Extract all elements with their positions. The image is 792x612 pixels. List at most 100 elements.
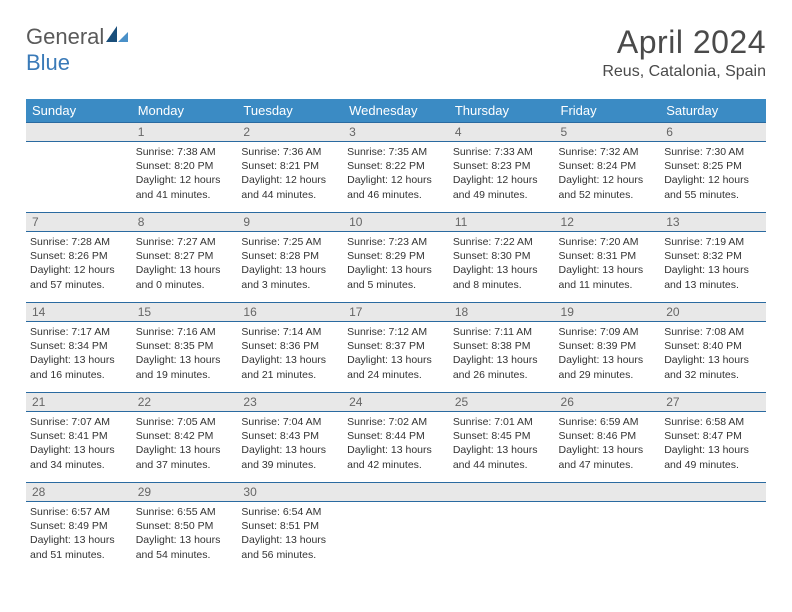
day-details: Sunrise: 7:04 AMSunset: 8:43 PMDaylight:…: [237, 412, 343, 472]
calendar-cell: 13Sunrise: 7:19 AMSunset: 8:32 PMDayligh…: [660, 212, 766, 302]
day-details: Sunrise: 7:17 AMSunset: 8:34 PMDaylight:…: [26, 322, 132, 382]
day-details: Sunrise: 7:33 AMSunset: 8:23 PMDaylight:…: [449, 142, 555, 202]
day-details: Sunrise: 7:16 AMSunset: 8:35 PMDaylight:…: [132, 322, 238, 382]
day-number: 6: [660, 122, 766, 142]
day-number: 18: [449, 302, 555, 322]
calendar-cell: 9Sunrise: 7:25 AMSunset: 8:28 PMDaylight…: [237, 212, 343, 302]
empty-day-bar: [26, 122, 132, 142]
calendar-cell: 14Sunrise: 7:17 AMSunset: 8:34 PMDayligh…: [26, 302, 132, 392]
day-details: Sunrise: 7:11 AMSunset: 8:38 PMDaylight:…: [449, 322, 555, 382]
calendar-cell: 30Sunrise: 6:54 AMSunset: 8:51 PMDayligh…: [237, 482, 343, 572]
calendar-cell: 27Sunrise: 6:58 AMSunset: 8:47 PMDayligh…: [660, 392, 766, 482]
calendar-cell: 1Sunrise: 7:38 AMSunset: 8:20 PMDaylight…: [132, 122, 238, 212]
weekday-header: Tuesday: [237, 99, 343, 122]
calendar-cell: 19Sunrise: 7:09 AMSunset: 8:39 PMDayligh…: [555, 302, 661, 392]
day-number: 20: [660, 302, 766, 322]
day-number: 7: [26, 212, 132, 232]
empty-day-bar: [555, 482, 661, 502]
logo-text: General Blue: [26, 24, 128, 76]
calendar-cell: 20Sunrise: 7:08 AMSunset: 8:40 PMDayligh…: [660, 302, 766, 392]
day-details: Sunrise: 6:55 AMSunset: 8:50 PMDaylight:…: [132, 502, 238, 562]
day-number: 10: [343, 212, 449, 232]
calendar-cell: 5Sunrise: 7:32 AMSunset: 8:24 PMDaylight…: [555, 122, 661, 212]
day-number: 25: [449, 392, 555, 412]
calendar-cell: 28Sunrise: 6:57 AMSunset: 8:49 PMDayligh…: [26, 482, 132, 572]
calendar-cell: [449, 482, 555, 572]
calendar-cell: [343, 482, 449, 572]
calendar-cell: 26Sunrise: 6:59 AMSunset: 8:46 PMDayligh…: [555, 392, 661, 482]
day-details: Sunrise: 7:19 AMSunset: 8:32 PMDaylight:…: [660, 232, 766, 292]
day-details: Sunrise: 7:27 AMSunset: 8:27 PMDaylight:…: [132, 232, 238, 292]
day-details: Sunrise: 6:59 AMSunset: 8:46 PMDaylight:…: [555, 412, 661, 472]
calendar-week: 7Sunrise: 7:28 AMSunset: 8:26 PMDaylight…: [26, 212, 766, 302]
day-details: Sunrise: 7:28 AMSunset: 8:26 PMDaylight:…: [26, 232, 132, 292]
calendar-cell: 29Sunrise: 6:55 AMSunset: 8:50 PMDayligh…: [132, 482, 238, 572]
calendar-cell: 18Sunrise: 7:11 AMSunset: 8:38 PMDayligh…: [449, 302, 555, 392]
day-details: Sunrise: 6:54 AMSunset: 8:51 PMDaylight:…: [237, 502, 343, 562]
calendar-cell: 16Sunrise: 7:14 AMSunset: 8:36 PMDayligh…: [237, 302, 343, 392]
day-details: Sunrise: 7:38 AMSunset: 8:20 PMDaylight:…: [132, 142, 238, 202]
day-number: 3: [343, 122, 449, 142]
day-number: 15: [132, 302, 238, 322]
calendar-cell: 6Sunrise: 7:30 AMSunset: 8:25 PMDaylight…: [660, 122, 766, 212]
day-details: Sunrise: 7:07 AMSunset: 8:41 PMDaylight:…: [26, 412, 132, 472]
day-number: 30: [237, 482, 343, 502]
weekday-row: SundayMondayTuesdayWednesdayThursdayFrid…: [26, 99, 766, 122]
day-number: 17: [343, 302, 449, 322]
day-number: 5: [555, 122, 661, 142]
day-number: 11: [449, 212, 555, 232]
calendar-cell: [26, 122, 132, 212]
day-number: 19: [555, 302, 661, 322]
logo-part1: General: [26, 24, 104, 49]
calendar-cell: 23Sunrise: 7:04 AMSunset: 8:43 PMDayligh…: [237, 392, 343, 482]
day-number: 28: [26, 482, 132, 502]
day-number: 14: [26, 302, 132, 322]
day-number: 27: [660, 392, 766, 412]
day-number: 8: [132, 212, 238, 232]
day-details: Sunrise: 7:35 AMSunset: 8:22 PMDaylight:…: [343, 142, 449, 202]
day-details: Sunrise: 7:20 AMSunset: 8:31 PMDaylight:…: [555, 232, 661, 292]
day-number: 1: [132, 122, 238, 142]
calendar-week: 1Sunrise: 7:38 AMSunset: 8:20 PMDaylight…: [26, 122, 766, 212]
day-number: 12: [555, 212, 661, 232]
day-number: 26: [555, 392, 661, 412]
day-details: Sunrise: 7:23 AMSunset: 8:29 PMDaylight:…: [343, 232, 449, 292]
day-details: Sunrise: 7:08 AMSunset: 8:40 PMDaylight:…: [660, 322, 766, 382]
title-block: April 2024 Reus, Catalonia, Spain: [602, 24, 766, 81]
day-details: Sunrise: 7:02 AMSunset: 8:44 PMDaylight:…: [343, 412, 449, 472]
calendar-cell: 7Sunrise: 7:28 AMSunset: 8:26 PMDaylight…: [26, 212, 132, 302]
calendar-cell: 2Sunrise: 7:36 AMSunset: 8:21 PMDaylight…: [237, 122, 343, 212]
day-number: 13: [660, 212, 766, 232]
day-details: Sunrise: 7:01 AMSunset: 8:45 PMDaylight:…: [449, 412, 555, 472]
day-number: 4: [449, 122, 555, 142]
day-number: 16: [237, 302, 343, 322]
empty-day-bar: [449, 482, 555, 502]
logo-part2: Blue: [26, 50, 70, 75]
weekday-header: Monday: [132, 99, 238, 122]
day-details: Sunrise: 7:32 AMSunset: 8:24 PMDaylight:…: [555, 142, 661, 202]
calendar-cell: 22Sunrise: 7:05 AMSunset: 8:42 PMDayligh…: [132, 392, 238, 482]
day-number: 24: [343, 392, 449, 412]
weekday-header: Saturday: [660, 99, 766, 122]
weekday-header: Wednesday: [343, 99, 449, 122]
calendar-cell: 17Sunrise: 7:12 AMSunset: 8:37 PMDayligh…: [343, 302, 449, 392]
day-number: 29: [132, 482, 238, 502]
empty-day-bar: [660, 482, 766, 502]
day-number: 23: [237, 392, 343, 412]
day-number: 9: [237, 212, 343, 232]
day-details: Sunrise: 7:12 AMSunset: 8:37 PMDaylight:…: [343, 322, 449, 382]
calendar-cell: 4Sunrise: 7:33 AMSunset: 8:23 PMDaylight…: [449, 122, 555, 212]
logo: General Blue: [26, 24, 128, 76]
sail-icon: [106, 24, 128, 50]
location: Reus, Catalonia, Spain: [602, 63, 766, 81]
calendar-week: 14Sunrise: 7:17 AMSunset: 8:34 PMDayligh…: [26, 302, 766, 392]
day-number: 22: [132, 392, 238, 412]
calendar-cell: 21Sunrise: 7:07 AMSunset: 8:41 PMDayligh…: [26, 392, 132, 482]
calendar-body: 1Sunrise: 7:38 AMSunset: 8:20 PMDaylight…: [26, 122, 766, 572]
weekday-header: Sunday: [26, 99, 132, 122]
day-details: Sunrise: 7:30 AMSunset: 8:25 PMDaylight:…: [660, 142, 766, 202]
calendar-cell: 3Sunrise: 7:35 AMSunset: 8:22 PMDaylight…: [343, 122, 449, 212]
day-number: 2: [237, 122, 343, 142]
month-title: April 2024: [602, 24, 766, 61]
day-details: Sunrise: 6:57 AMSunset: 8:49 PMDaylight:…: [26, 502, 132, 562]
